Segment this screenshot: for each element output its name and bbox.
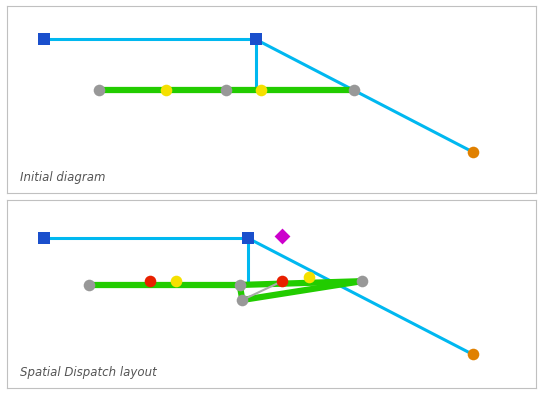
Point bbox=[357, 278, 366, 285]
Point bbox=[278, 233, 287, 239]
Point bbox=[146, 278, 154, 285]
Point bbox=[469, 351, 477, 358]
Point bbox=[84, 282, 93, 288]
Point bbox=[161, 87, 170, 93]
Point bbox=[95, 87, 104, 93]
Point bbox=[235, 282, 244, 288]
Point bbox=[238, 297, 247, 303]
Point bbox=[349, 87, 358, 93]
Point bbox=[304, 274, 313, 281]
Text: Initial diagram: Initial diagram bbox=[20, 171, 105, 184]
Point bbox=[172, 278, 180, 285]
Point bbox=[39, 235, 48, 241]
Point bbox=[39, 36, 48, 42]
Point bbox=[222, 87, 231, 93]
Point bbox=[278, 278, 287, 285]
Point bbox=[251, 36, 260, 42]
Point bbox=[243, 235, 252, 241]
Text: Spatial Dispatch layout: Spatial Dispatch layout bbox=[20, 366, 156, 379]
Point bbox=[469, 149, 477, 155]
Point bbox=[256, 87, 265, 93]
